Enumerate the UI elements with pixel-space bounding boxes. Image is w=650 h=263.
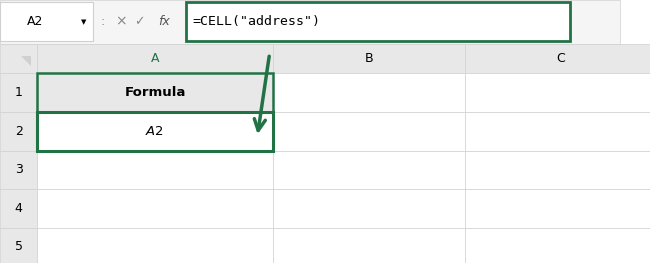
Polygon shape [21,55,31,65]
Bar [37,44,273,73]
Bar [0,2,93,41]
Bar [273,189,465,228]
Bar [186,2,570,41]
Bar [465,73,650,112]
Text: Formula: Formula [124,86,186,99]
Text: $A$2: $A$2 [146,125,164,138]
Bar [465,228,650,263]
Text: 2: 2 [15,125,23,138]
Bar [465,112,650,150]
Text: B: B [365,52,373,65]
Bar [273,228,465,263]
Text: ✓: ✓ [134,15,145,28]
Bar [0,150,37,189]
Bar [0,112,37,150]
Text: 1: 1 [15,86,23,99]
Text: A: A [151,52,159,65]
Text: ▼: ▼ [81,19,86,25]
Bar [0,228,37,263]
Text: =CELL("address"): =CELL("address") [192,15,320,28]
Bar [37,73,273,112]
Text: :: : [100,15,105,28]
Bar [37,73,273,112]
Bar [37,112,273,150]
Bar [465,189,650,228]
Text: fx: fx [159,15,170,28]
Bar [0,73,37,112]
Bar [37,150,273,189]
Text: A2: A2 [27,15,44,28]
Bar [0,0,620,44]
Bar [273,150,465,189]
Bar [37,189,273,228]
Bar [465,150,650,189]
Text: ×: × [115,15,127,29]
Bar [0,44,37,73]
Text: 3: 3 [15,163,23,176]
Bar [273,112,465,150]
Text: C: C [556,52,566,65]
Bar [273,44,465,73]
Bar [0,189,37,228]
Bar [37,112,273,150]
Bar [465,44,650,73]
Text: 5: 5 [14,240,23,254]
Bar [37,228,273,263]
Bar [273,73,465,112]
Text: 4: 4 [15,202,23,215]
